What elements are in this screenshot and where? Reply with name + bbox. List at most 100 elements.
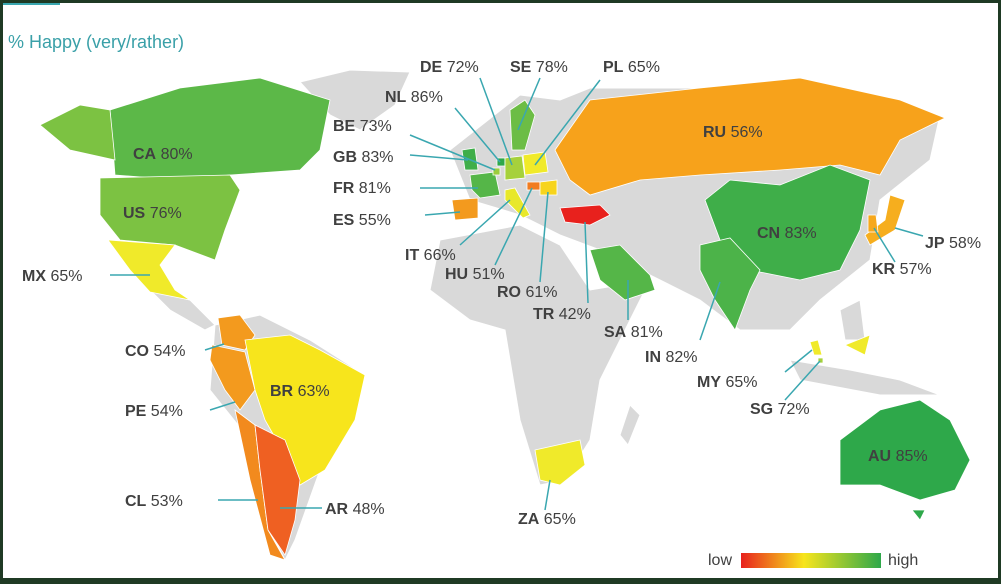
country xyxy=(504,155,526,181)
country-value: 54% xyxy=(151,403,183,420)
country-code: IT xyxy=(405,247,419,264)
country-value: 73% xyxy=(360,118,392,135)
country xyxy=(864,194,906,246)
country-label: NL 86% xyxy=(385,89,443,106)
country-label: IN 82% xyxy=(645,349,697,366)
country-label: ES 55% xyxy=(333,212,391,229)
country-code: NL xyxy=(385,89,407,106)
country-value: 42% xyxy=(559,306,591,323)
country-label: BR 63% xyxy=(270,383,330,400)
country xyxy=(254,424,301,556)
leader-line xyxy=(479,77,513,166)
country-label: TR 42% xyxy=(533,306,591,323)
country-label: GB 83% xyxy=(333,149,393,166)
country-label: HU 51% xyxy=(445,266,505,283)
country xyxy=(539,179,558,196)
country-value: 81% xyxy=(631,324,663,341)
country xyxy=(867,214,879,233)
country-value: 65% xyxy=(725,374,757,391)
country-code: MX xyxy=(22,268,46,285)
country-value: 54% xyxy=(153,343,185,360)
country-label: CA 80% xyxy=(133,146,193,163)
leader-line xyxy=(539,191,549,283)
country-code: MY xyxy=(697,374,721,391)
country-label: RO 61% xyxy=(497,284,557,301)
country-value: 81% xyxy=(359,180,391,197)
country-label: CN 83% xyxy=(757,225,817,242)
country-label: MX 65% xyxy=(22,268,82,285)
country-value: 56% xyxy=(731,124,763,141)
country-label: PE 54% xyxy=(125,403,183,420)
leader-line xyxy=(424,211,461,216)
labels: CA 80%US 76%MX 65%CO 54%PE 54%BR 63%CL 5… xyxy=(22,59,981,528)
country-label: US 76% xyxy=(123,205,182,222)
country-code: IN xyxy=(645,349,661,366)
country-code: CO xyxy=(125,343,149,360)
country-label: DE 72% xyxy=(420,59,479,76)
country-value: 80% xyxy=(161,146,193,163)
legend: low high xyxy=(708,552,918,569)
country-label: PL 65% xyxy=(603,59,660,76)
leader-line xyxy=(409,134,496,171)
country-code: KR xyxy=(872,261,896,278)
country xyxy=(554,77,946,196)
country-value: 58% xyxy=(949,235,981,252)
country xyxy=(559,204,611,226)
country-value: 57% xyxy=(900,261,932,278)
country xyxy=(244,334,366,486)
leader-line xyxy=(784,349,813,373)
country-value: 63% xyxy=(298,383,330,400)
country-code: PE xyxy=(125,403,147,420)
country xyxy=(39,104,241,261)
country-label: SE 78% xyxy=(510,59,568,76)
leader-line xyxy=(204,343,225,351)
country-code: DE xyxy=(420,59,443,76)
leader-line xyxy=(873,227,896,263)
country-code: CN xyxy=(757,225,780,242)
leader-line xyxy=(894,227,924,237)
country xyxy=(209,344,256,411)
country-code: CA xyxy=(133,146,157,163)
country-value: 82% xyxy=(665,349,697,366)
country-value: 83% xyxy=(785,225,817,242)
country-code: GB xyxy=(333,149,357,166)
leader-line xyxy=(459,199,511,246)
country xyxy=(107,239,191,301)
country xyxy=(509,99,536,151)
country xyxy=(504,187,531,219)
leader-line xyxy=(784,360,821,401)
country-label: IT 66% xyxy=(405,247,456,264)
country-value: 83% xyxy=(361,149,393,166)
legend-high: high xyxy=(888,552,918,569)
country xyxy=(526,181,541,191)
country-value: 76% xyxy=(150,205,182,222)
country-value: 66% xyxy=(424,247,456,264)
country-value: 72% xyxy=(778,401,810,418)
country-label: JP 58% xyxy=(925,235,981,252)
country-label: ZA 65% xyxy=(518,511,576,528)
country-value: 78% xyxy=(536,59,568,76)
country-code: SE xyxy=(510,59,532,76)
country-value: 48% xyxy=(353,501,385,518)
country xyxy=(839,399,971,521)
country-value: 55% xyxy=(359,212,391,229)
country xyxy=(451,197,479,221)
country-code: PL xyxy=(603,59,624,76)
country xyxy=(809,334,871,356)
countries xyxy=(39,77,971,561)
country-label: MY 65% xyxy=(697,374,757,391)
country-code: AU xyxy=(868,448,891,465)
country-code: JP xyxy=(925,235,945,252)
country-value: 53% xyxy=(151,493,183,510)
leader-line xyxy=(584,221,589,304)
leader-line xyxy=(494,187,533,266)
legend-scale xyxy=(741,553,881,568)
country-code: US xyxy=(123,205,146,222)
country-code: SA xyxy=(604,324,627,341)
country-code: CL xyxy=(125,493,147,510)
country-code: AR xyxy=(325,501,349,518)
country-value: 65% xyxy=(50,268,82,285)
country-label: RU 56% xyxy=(703,124,763,141)
leader-line xyxy=(409,154,469,161)
country-value: 86% xyxy=(411,89,443,106)
